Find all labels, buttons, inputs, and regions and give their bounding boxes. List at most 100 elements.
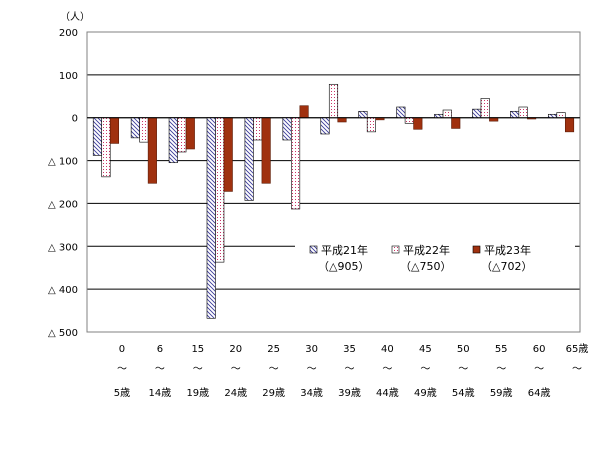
x-tick-to: 24歳 xyxy=(224,387,247,399)
x-tick-from: 65歳 xyxy=(566,343,589,355)
y-tick-label: 100 xyxy=(59,71,78,82)
bar-1-10 xyxy=(434,113,444,119)
bar-2-4 xyxy=(215,117,225,263)
y-tick-label: △ 200 xyxy=(48,199,78,210)
legend-box xyxy=(295,243,575,279)
bar-1-1 xyxy=(92,117,103,156)
x-tick-tilde: ～ xyxy=(155,364,165,375)
bar-2-3 xyxy=(177,117,187,153)
bar-2-1 xyxy=(101,117,111,178)
bar-3-2 xyxy=(147,117,157,184)
x-tick-to: 34歳 xyxy=(300,387,323,399)
legend-series-total: （△750） xyxy=(400,260,451,273)
y-tick-label: △ 500 xyxy=(48,328,78,339)
bar-2-7 xyxy=(328,83,339,119)
bar-3-4 xyxy=(223,117,233,192)
x-tick-tilde: ～ xyxy=(193,364,203,375)
bar-2-6 xyxy=(291,117,301,210)
x-tick-to: 44歳 xyxy=(376,387,399,399)
bar-3-9 xyxy=(413,117,423,130)
y-tick-label: 0 xyxy=(72,114,78,125)
bar-2-8 xyxy=(366,117,376,133)
x-tick-to: 64歳 xyxy=(528,387,551,399)
unit-label: （人） xyxy=(60,11,90,23)
x-tick-tilde: ～ xyxy=(572,364,582,375)
x-tick-from: 0 xyxy=(119,344,125,355)
x-tick-tilde: ～ xyxy=(382,364,392,375)
bar-1-7 xyxy=(320,117,330,135)
bar-1-4 xyxy=(206,117,216,319)
y-tick-label: △ 300 xyxy=(48,242,78,253)
bar-3-6 xyxy=(299,105,309,119)
bar-2-12 xyxy=(518,106,528,119)
bar-3-3 xyxy=(185,117,195,150)
y-tick-label: △ 400 xyxy=(48,285,78,296)
legend-swatch xyxy=(309,245,318,254)
x-tick-to: 59歳 xyxy=(490,387,513,399)
x-tick-tilde: ～ xyxy=(307,364,317,375)
bar-3-7 xyxy=(337,117,347,123)
x-tick-tilde: ～ xyxy=(534,364,544,375)
bars xyxy=(92,83,575,319)
bar-2-10 xyxy=(442,109,452,119)
x-tick-from: 15 xyxy=(191,344,204,355)
bar-3-10 xyxy=(451,117,461,129)
legend: 平成21年 （△905） 平成22年 （△750） 平成23年 （△702） xyxy=(295,243,575,279)
x-tick-labels: 0 ～ 5歳 6 ～ 14歳 15 ～ 19歳 20 ～ 24歳 25 ～ 29歳 30 ～ 34歳 35 ～ 39歳 4… xyxy=(114,343,589,399)
x-tick-to: 19歳 xyxy=(186,387,209,399)
x-tick-tilde: ～ xyxy=(420,364,430,375)
bar-3-11 xyxy=(489,117,499,122)
bar-1-8 xyxy=(358,110,368,119)
x-tick-to: 5歳 xyxy=(114,387,130,399)
bar-3-1 xyxy=(109,117,120,144)
x-tick-from: 6 xyxy=(157,344,163,355)
bar-1-13 xyxy=(547,113,558,119)
x-tick-to: 49歳 xyxy=(414,387,437,399)
legend-series-total: （△905） xyxy=(318,260,369,273)
x-tick-from: 30 xyxy=(305,344,318,355)
x-tick-from: 55 xyxy=(495,344,508,355)
x-tick-tilde: ～ xyxy=(496,364,506,375)
x-tick-from: 50 xyxy=(457,344,470,355)
x-tick-tilde: ～ xyxy=(458,364,468,375)
bar-1-2 xyxy=(130,117,140,139)
y-tick-label: △ 100 xyxy=(48,157,78,168)
legend-series-total: （△702） xyxy=(481,260,532,273)
x-tick-tilde: ～ xyxy=(269,364,279,375)
x-tick-to: 39歳 xyxy=(338,387,361,399)
bar-1-6 xyxy=(282,117,292,141)
x-tick-from: 35 xyxy=(343,344,356,355)
gridlines xyxy=(87,31,580,333)
bar-2-2 xyxy=(139,117,149,143)
x-tick-from: 40 xyxy=(381,344,394,355)
bar-2-9 xyxy=(404,117,414,124)
x-tick-from: 25 xyxy=(267,344,280,355)
axes xyxy=(86,31,581,333)
bar-2-11 xyxy=(480,98,490,119)
legend-swatch xyxy=(391,245,400,254)
legend-series-name: 平成23年 xyxy=(484,243,531,257)
x-tick-from: 60 xyxy=(533,344,546,355)
plot-frame xyxy=(86,31,581,333)
bar-2-13 xyxy=(556,112,566,119)
x-tick-to: 14歳 xyxy=(149,387,172,399)
bar-1-3 xyxy=(168,117,178,164)
bar-1-9 xyxy=(396,106,406,119)
legend-series-name: 平成22年 xyxy=(403,243,450,257)
bar-1-5 xyxy=(244,117,254,201)
x-tick-to: 29歳 xyxy=(262,387,285,399)
bar-1-11 xyxy=(472,108,482,119)
y-tick-label: 200 xyxy=(59,28,78,39)
x-tick-tilde: ～ xyxy=(345,364,355,375)
x-tick-tilde: ～ xyxy=(231,364,241,375)
x-tick-from: 20 xyxy=(229,344,242,355)
legend-series-name: 平成21年 xyxy=(321,243,368,257)
x-tick-from: 45 xyxy=(419,344,432,355)
legend-swatch xyxy=(472,245,481,254)
bar-2-5 xyxy=(253,117,263,141)
x-tick-to: 54歳 xyxy=(452,387,475,399)
bar-3-5 xyxy=(261,117,271,184)
y-tick-labels: 200 100 0 △ 100 △ 200 △ 300 △ 400 △ 500 xyxy=(48,28,78,339)
bar-1-12 xyxy=(510,110,520,119)
